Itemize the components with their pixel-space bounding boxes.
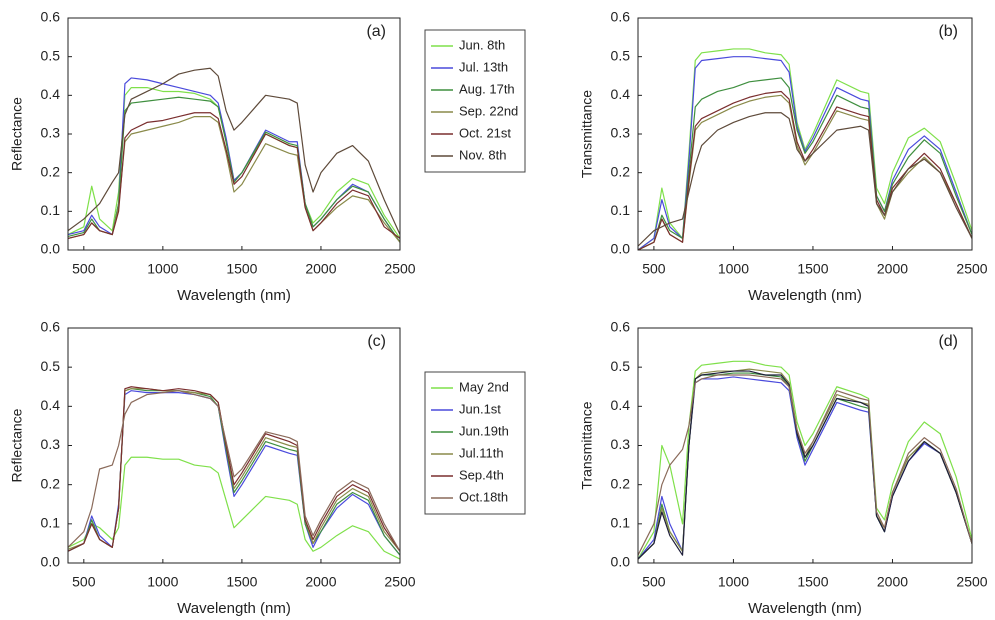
x-axis-title: Wavelength (nm) bbox=[748, 600, 862, 617]
y-tick-label: 0.3 bbox=[41, 436, 61, 452]
y-tick-label: 0.6 bbox=[41, 9, 61, 25]
y-tick-label: 0.4 bbox=[611, 397, 631, 413]
legend-label: Nov. 8th bbox=[459, 147, 506, 162]
legend-label: Jun.1st bbox=[459, 401, 501, 416]
legend-label: Jun.19th bbox=[459, 423, 509, 438]
panel-label: (d) bbox=[938, 333, 958, 350]
y-tick-label: 0.0 bbox=[41, 554, 61, 570]
x-tick-label: 1500 bbox=[226, 574, 257, 590]
y-axis-title: Reflectance bbox=[9, 97, 25, 171]
legend-label: Sep.4th bbox=[459, 467, 504, 482]
y-tick-label: 0.0 bbox=[41, 241, 61, 257]
plot-frame bbox=[637, 327, 973, 564]
spectrum-line bbox=[67, 390, 401, 556]
y-tick-label: 0.5 bbox=[611, 47, 631, 63]
x-tick-label: 1000 bbox=[147, 261, 178, 277]
y-tick-label: 0.2 bbox=[41, 475, 61, 491]
x-tick-label: 1000 bbox=[147, 574, 178, 590]
y-tick-label: 0.3 bbox=[41, 125, 61, 141]
x-tick-label: 1000 bbox=[718, 261, 749, 277]
y-tick-label: 0.5 bbox=[41, 358, 61, 374]
y-tick-label: 0.4 bbox=[41, 86, 61, 102]
x-tick-label: 1000 bbox=[718, 574, 749, 590]
legend-label: Jul.11th bbox=[459, 445, 504, 460]
spectrum-line bbox=[637, 112, 973, 247]
x-tick-label: 2500 bbox=[384, 261, 415, 277]
legend-label: Oct. 21st bbox=[459, 125, 511, 140]
y-tick-label: 0.1 bbox=[611, 515, 631, 531]
x-tick-label: 2000 bbox=[877, 261, 908, 277]
x-tick-label: 1500 bbox=[226, 261, 257, 277]
spectrum-line bbox=[637, 90, 973, 251]
panel-label: (b) bbox=[938, 23, 958, 40]
y-tick-label: 0.5 bbox=[611, 358, 631, 374]
legend-label: Oct.18th bbox=[459, 489, 508, 504]
x-tick-label: 2000 bbox=[877, 574, 908, 590]
x-tick-label: 2000 bbox=[305, 574, 336, 590]
spectrum-line bbox=[67, 390, 401, 552]
spectrum-line bbox=[67, 112, 401, 239]
y-tick-label: 0.3 bbox=[611, 125, 631, 141]
panel-label: (c) bbox=[367, 333, 386, 350]
y-tick-label: 0.0 bbox=[611, 554, 631, 570]
legend-box bbox=[424, 371, 526, 515]
y-tick-label: 0.1 bbox=[41, 202, 61, 218]
y-tick-label: 0.0 bbox=[611, 241, 631, 257]
x-tick-label: 2500 bbox=[384, 574, 415, 590]
y-tick-label: 0.4 bbox=[41, 397, 61, 413]
x-tick-label: 1500 bbox=[797, 574, 828, 590]
legend-label: Jun. 8th bbox=[459, 37, 505, 52]
y-tick-label: 0.5 bbox=[41, 47, 61, 63]
spectrum-line bbox=[67, 96, 401, 243]
x-tick-label: 500 bbox=[72, 261, 96, 277]
plot-frame bbox=[637, 17, 973, 251]
x-tick-label: 500 bbox=[642, 574, 666, 590]
spectrum-line bbox=[637, 360, 973, 560]
plot-frame bbox=[67, 17, 401, 251]
y-tick-label: 0.2 bbox=[41, 163, 61, 179]
x-tick-label: 2500 bbox=[956, 261, 987, 277]
y-tick-label: 0.2 bbox=[611, 475, 631, 491]
x-axis-title: Wavelength (nm) bbox=[177, 600, 291, 617]
y-tick-label: 0.1 bbox=[611, 202, 631, 218]
x-tick-label: 500 bbox=[642, 261, 666, 277]
y-tick-label: 0.6 bbox=[611, 319, 631, 335]
y-tick-label: 0.2 bbox=[611, 163, 631, 179]
plot-frame bbox=[67, 327, 401, 564]
y-tick-label: 0.3 bbox=[611, 436, 631, 452]
y-tick-label: 0.4 bbox=[611, 86, 631, 102]
spectrum-line bbox=[67, 456, 401, 560]
x-tick-label: 1500 bbox=[797, 261, 828, 277]
y-axis-title: Reflectance bbox=[9, 408, 25, 482]
spectrum-line bbox=[637, 374, 973, 556]
spectrum-line bbox=[67, 67, 401, 235]
x-axis-title: Wavelength (nm) bbox=[748, 287, 862, 304]
y-tick-label: 0.1 bbox=[41, 515, 61, 531]
y-tick-label: 0.6 bbox=[41, 319, 61, 335]
panel-label: (a) bbox=[366, 23, 386, 40]
x-axis-title: Wavelength (nm) bbox=[177, 287, 291, 304]
y-axis-title: Transmittance bbox=[579, 401, 595, 489]
x-tick-label: 500 bbox=[72, 574, 96, 590]
legend-label: May 2nd bbox=[459, 379, 509, 394]
legend-label: Jul. 13th bbox=[459, 59, 508, 74]
x-tick-label: 2500 bbox=[956, 574, 987, 590]
legend-label: Aug. 17th bbox=[459, 81, 515, 96]
x-tick-label: 2000 bbox=[305, 261, 336, 277]
spectrum-line bbox=[67, 77, 401, 243]
y-tick-label: 0.6 bbox=[611, 9, 631, 25]
legend-box bbox=[424, 29, 526, 173]
legend-label: Sep. 22nd bbox=[459, 103, 518, 118]
y-axis-title: Transmittance bbox=[579, 90, 595, 178]
